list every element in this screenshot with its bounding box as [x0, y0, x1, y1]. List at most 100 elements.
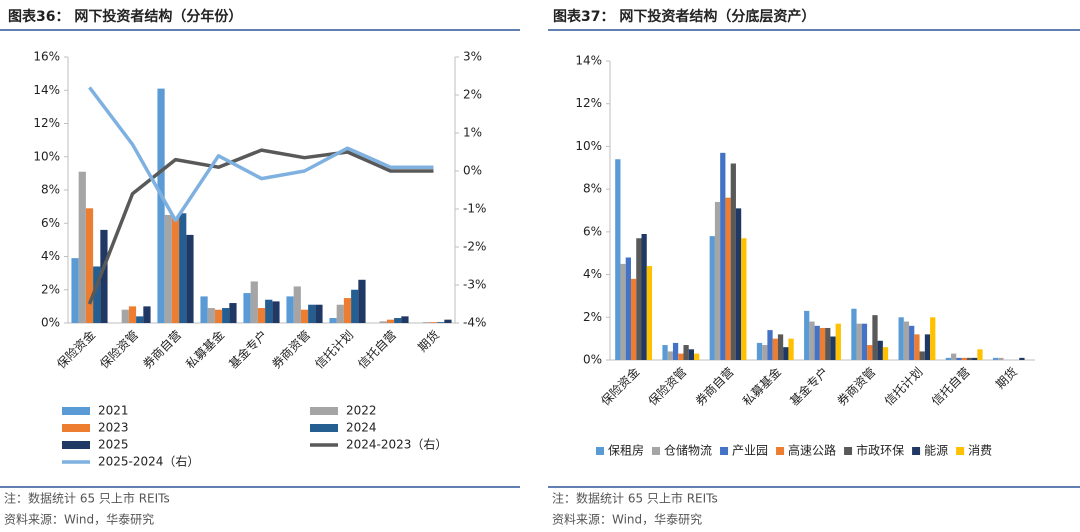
x-tick-label: 保险资管	[645, 364, 690, 409]
bar	[437, 322, 445, 323]
legend-label: 2021	[98, 404, 129, 418]
legend-label: 2024-2023（右）	[346, 437, 447, 452]
bar	[992, 357, 999, 360]
bar	[683, 345, 689, 360]
y-tick-label: 0%	[583, 353, 602, 367]
bar	[243, 293, 251, 323]
bar	[856, 323, 862, 360]
bar	[714, 201, 721, 360]
y-tick-label: 14%	[575, 54, 602, 68]
bar	[336, 304, 344, 323]
y2-tick-label: -1%	[463, 202, 486, 216]
y2-tick-label: -2%	[463, 240, 486, 254]
bar	[636, 238, 642, 360]
bar	[998, 357, 1004, 360]
bar	[972, 357, 978, 360]
y2-tick-label: -3%	[463, 278, 486, 292]
bar	[956, 357, 962, 360]
bar	[615, 159, 621, 360]
bar	[709, 236, 715, 360]
bar	[688, 349, 694, 360]
legend-label: 2022	[346, 404, 377, 418]
legend-swatch	[912, 447, 921, 455]
bar	[966, 357, 973, 360]
bar	[720, 152, 726, 360]
x-tick-label: 信托计划	[312, 328, 356, 372]
y-tick-label: 10%	[575, 139, 602, 153]
bar	[222, 308, 230, 323]
bar	[735, 208, 742, 360]
bar	[961, 357, 967, 360]
bar	[725, 197, 731, 360]
chart-title: 图表37： 网下投资者结构（分底层资产）	[553, 8, 815, 25]
legend-swatch	[62, 424, 90, 432]
y-tick-label: 4%	[41, 249, 60, 263]
bar	[257, 308, 266, 323]
bar	[401, 316, 409, 323]
bar	[756, 342, 763, 360]
y-tick-label: 6%	[583, 224, 602, 238]
bar	[861, 323, 868, 360]
bar	[308, 304, 316, 323]
y-tick-label: 2%	[583, 310, 602, 324]
bar	[121, 309, 129, 323]
y-tick-label: 0%	[41, 316, 60, 330]
bar	[386, 319, 395, 323]
bar	[804, 310, 810, 360]
bar	[877, 340, 883, 360]
legend-swatch	[596, 447, 604, 455]
bar	[186, 234, 194, 323]
bar	[214, 309, 223, 323]
bar	[914, 334, 920, 360]
x-tick-label: 券商资管	[834, 364, 879, 409]
bar	[265, 299, 273, 323]
legend-label: 2024	[346, 421, 377, 435]
legend-swatch	[720, 447, 729, 455]
y-tick-label: 16%	[33, 50, 60, 64]
bar	[85, 208, 94, 323]
legend-label: 2025-2024（右）	[98, 454, 199, 469]
bar	[825, 327, 831, 360]
legend-label: 高速公路	[788, 443, 836, 458]
y-tick-label: 4%	[583, 267, 602, 281]
y2-tick-label: 2%	[463, 88, 482, 102]
bar	[351, 289, 359, 323]
bar	[343, 298, 352, 323]
bar	[919, 351, 925, 360]
bar	[444, 319, 452, 323]
legend-label: 能源	[924, 444, 948, 458]
bar	[903, 321, 910, 360]
bar	[898, 317, 904, 360]
bar	[179, 213, 187, 323]
bar	[272, 301, 280, 323]
bar	[200, 296, 208, 323]
x-tick-label: 券商资管	[269, 327, 314, 372]
bar	[379, 321, 387, 323]
bar	[783, 347, 789, 360]
bar	[662, 345, 668, 360]
bar	[767, 330, 773, 360]
x-tick-label: 券商自营	[692, 364, 737, 409]
x-tick-label: 基金专户	[787, 364, 832, 409]
x-tick-label: 信托自营	[355, 328, 399, 372]
y-tick-label: 12%	[575, 96, 602, 110]
note: 注：数据统计 65 只上市 REITs	[552, 491, 718, 506]
bar	[777, 334, 784, 360]
bar	[809, 321, 815, 360]
x-tick-label: 期货	[992, 364, 1020, 392]
x-tick-label: 保险资管	[97, 327, 142, 372]
y2-tick-label: 0%	[463, 164, 482, 178]
bar	[394, 318, 402, 323]
legend-swatch	[310, 407, 338, 415]
x-tick-label: 保险资金	[598, 364, 643, 409]
line	[87, 148, 434, 305]
y-tick-label: 8%	[41, 183, 60, 197]
bar	[286, 296, 294, 323]
bar	[71, 258, 79, 323]
bar	[229, 303, 237, 323]
note: 注：数据统计 65 只上市 REITs	[4, 491, 170, 506]
bar	[78, 171, 86, 323]
x-tick-label: 私募基金	[183, 327, 228, 372]
bar	[157, 88, 165, 324]
